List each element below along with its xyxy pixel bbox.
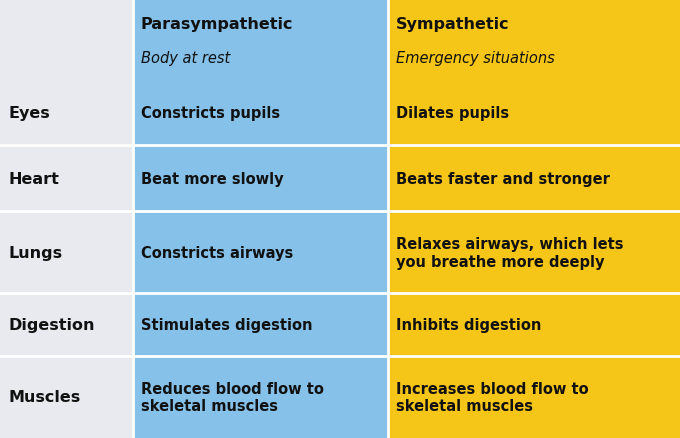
Text: Dilates pupils: Dilates pupils	[396, 106, 509, 121]
Bar	[133, 294, 388, 356]
Bar	[133, 146, 388, 212]
Bar	[0, 146, 133, 212]
Bar	[388, 0, 680, 81]
Bar	[0, 81, 133, 146]
Bar	[133, 212, 388, 294]
Bar	[388, 294, 680, 356]
Bar	[133, 0, 388, 81]
Text: Eyes: Eyes	[8, 106, 50, 121]
Bar	[133, 356, 388, 438]
Text: Emergency situations: Emergency situations	[396, 50, 554, 65]
Bar	[388, 356, 680, 438]
Bar	[0, 356, 133, 438]
Bar	[133, 81, 388, 146]
Text: Body at rest: Body at rest	[141, 50, 230, 65]
Text: Beats faster and stronger: Beats faster and stronger	[396, 172, 610, 187]
Text: Lungs: Lungs	[8, 245, 63, 260]
Bar	[388, 81, 680, 146]
Text: Relaxes airways, which lets
you breathe more deeply: Relaxes airways, which lets you breathe …	[396, 237, 624, 269]
Text: Beat more slowly: Beat more slowly	[141, 172, 284, 187]
Text: Inhibits digestion: Inhibits digestion	[396, 318, 541, 332]
Text: Parasympathetic: Parasympathetic	[141, 17, 293, 32]
Text: Heart: Heart	[8, 172, 59, 187]
Text: Constricts pupils: Constricts pupils	[141, 106, 280, 121]
Text: Digestion: Digestion	[8, 318, 95, 332]
Bar	[0, 294, 133, 356]
Text: Constricts airways: Constricts airways	[141, 245, 293, 260]
Text: Increases blood flow to
skeletal muscles: Increases blood flow to skeletal muscles	[396, 381, 588, 413]
Text: Muscles: Muscles	[8, 389, 80, 405]
Bar	[0, 0, 133, 81]
Text: Reduces blood flow to
skeletal muscles: Reduces blood flow to skeletal muscles	[141, 381, 324, 413]
Bar	[388, 212, 680, 294]
Bar	[388, 146, 680, 212]
Bar	[0, 212, 133, 294]
Text: Sympathetic: Sympathetic	[396, 17, 509, 32]
Text: Stimulates digestion: Stimulates digestion	[141, 318, 312, 332]
